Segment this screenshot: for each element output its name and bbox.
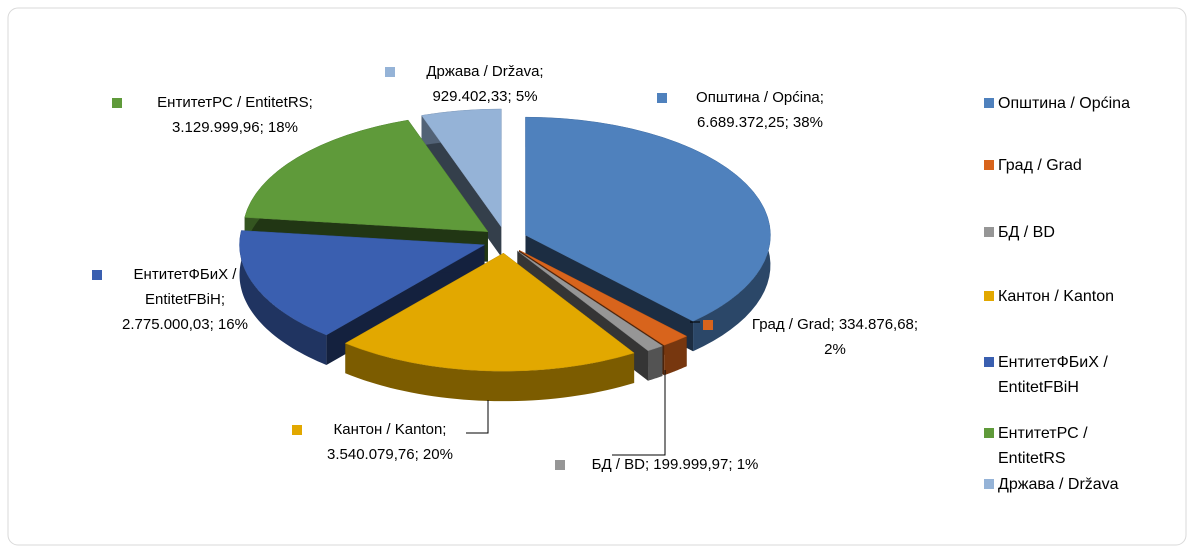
legend-label: ЕнтитетРС / EntitetRS: [998, 425, 1088, 467]
legend-swatch: [984, 357, 994, 367]
legend-swatch: [984, 98, 994, 108]
data-label-marker: [703, 320, 713, 330]
data-label: Град / Grad; 334.876,68;: [752, 316, 918, 333]
data-label: 3.540.079,76; 20%: [327, 446, 453, 463]
data-label: БД / BD; 199.999,97; 1%: [592, 456, 759, 473]
data-label: 2%: [824, 341, 846, 358]
slice-side: [345, 343, 635, 402]
data-label-marker: [292, 425, 302, 435]
slice-side: [664, 336, 687, 376]
data-label-marker: [385, 67, 395, 77]
data-label: Држава / Država;: [426, 63, 543, 80]
data-label: EntitetFBiH;: [145, 291, 225, 308]
data-label: 929.402,33; 5%: [432, 88, 537, 105]
leader-line: [466, 400, 489, 434]
legend-label: БД / BD: [998, 224, 1055, 241]
data-label: 3.129.999,96; 18%: [172, 119, 298, 136]
legend-swatch: [984, 291, 994, 301]
data-label: ЕнтитетРС / EntitetRS;: [157, 94, 313, 111]
data-label: 2.775.000,03; 16%: [122, 316, 248, 333]
data-label-marker: [657, 93, 667, 103]
data-label: Општина / Općina;: [696, 89, 824, 106]
legend-label: Држава / Država: [998, 476, 1119, 493]
slice: [244, 119, 489, 232]
slice-wall: [421, 115, 502, 257]
slice: [421, 108, 502, 228]
legend-swatch: [984, 479, 994, 489]
legend-swatch: [984, 160, 994, 170]
leader-line: [612, 370, 666, 456]
slice: [344, 252, 635, 372]
data-label: ЕнтитетФБиХ /: [134, 266, 238, 283]
slice: [525, 116, 771, 322]
legend-swatch: [984, 428, 994, 438]
legend-label: ЕнтитетФБиХ / EntitetFBiH: [998, 354, 1108, 396]
slice: [518, 249, 688, 346]
legend-swatch: [984, 227, 994, 237]
legend-label: Кантон / Kanton: [998, 288, 1114, 305]
slice-side: [648, 345, 663, 381]
data-label-marker: [92, 270, 102, 280]
slice: [517, 250, 664, 352]
data-label: Кантон / Kanton;: [334, 421, 447, 438]
slice-side: [239, 230, 327, 365]
legend-label: Општина / Općina: [998, 95, 1130, 112]
data-label-marker: [112, 98, 122, 108]
data-label: 6.689.372,25; 38%: [697, 114, 823, 131]
slice: [239, 230, 486, 336]
data-label-marker: [555, 460, 565, 470]
legend-label: Град / Grad: [998, 157, 1082, 174]
